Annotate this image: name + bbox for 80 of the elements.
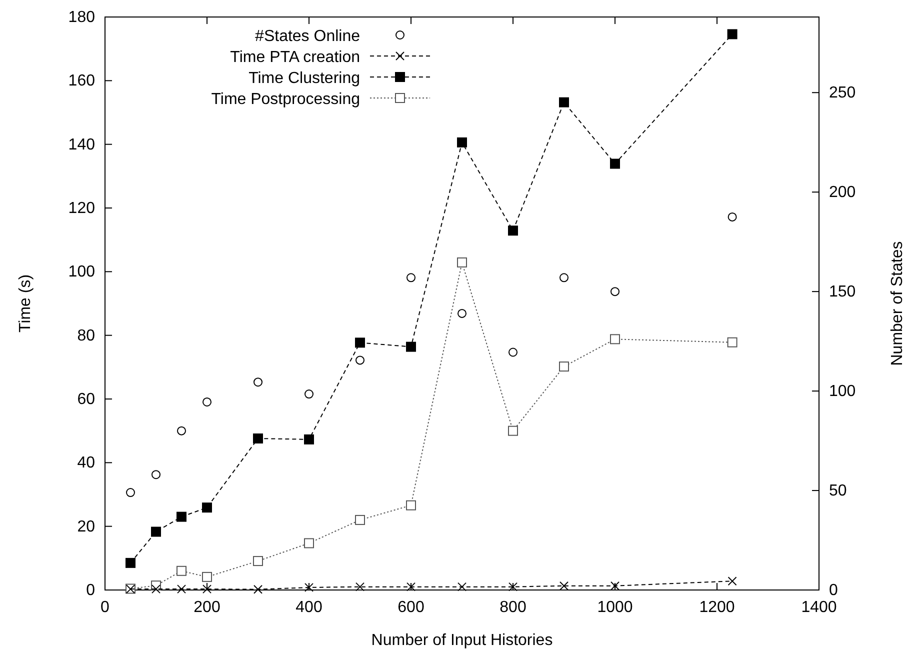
point xyxy=(304,434,314,444)
point xyxy=(406,500,416,510)
y2-tick-label: 50 xyxy=(829,482,847,500)
point xyxy=(457,137,467,148)
point xyxy=(254,378,262,387)
point xyxy=(508,582,518,592)
point xyxy=(727,29,738,40)
y2-tick-label: 0 xyxy=(829,582,838,599)
y-tick-label: 80 xyxy=(77,327,96,344)
point xyxy=(560,581,568,590)
point xyxy=(304,538,314,548)
point xyxy=(126,558,136,568)
point xyxy=(406,342,416,352)
point xyxy=(610,287,620,296)
legend-label: Time Clustering xyxy=(248,70,360,87)
point xyxy=(559,97,569,108)
point xyxy=(253,556,263,566)
y-tick-label: 100 xyxy=(68,264,96,281)
point xyxy=(304,390,314,399)
point xyxy=(559,362,569,372)
point xyxy=(151,526,161,537)
x-tick-label: 600 xyxy=(398,599,424,616)
x-tick-label: 1400 xyxy=(801,599,837,616)
point xyxy=(176,566,186,576)
point xyxy=(508,348,518,357)
x-tick-label: 1000 xyxy=(597,599,633,616)
point xyxy=(728,212,737,222)
point xyxy=(202,397,212,406)
x-tick-label: 200 xyxy=(194,599,220,616)
y-tick-label: 120 xyxy=(68,200,96,217)
y-tick-label: 140 xyxy=(68,136,96,154)
y2-tick-label: 100 xyxy=(829,383,856,400)
point xyxy=(728,576,737,586)
y-axis-title: Time (s) xyxy=(17,274,34,333)
y-tick-label: 180 xyxy=(68,9,96,26)
point xyxy=(508,226,518,236)
x-tick-label: 1200 xyxy=(699,599,735,616)
point xyxy=(355,514,365,525)
y-tick-label: 0 xyxy=(86,582,96,599)
legend-label: Time PTA creation xyxy=(230,49,360,66)
point xyxy=(406,273,416,282)
legend-label: #States Online xyxy=(255,28,360,45)
point xyxy=(356,582,364,592)
point xyxy=(508,426,518,436)
point xyxy=(152,584,160,594)
point xyxy=(610,158,620,169)
point xyxy=(610,334,620,344)
legend-label: Time Postprocessing xyxy=(211,91,360,108)
y2-tick-label: 250 xyxy=(829,84,856,102)
point xyxy=(406,582,416,592)
point xyxy=(304,582,314,592)
point xyxy=(202,572,212,582)
y-tick-label: 40 xyxy=(77,454,96,472)
point xyxy=(202,584,212,594)
y-tick-label: 160 xyxy=(68,72,96,90)
x-tick-label: 0 xyxy=(100,599,110,616)
point xyxy=(458,582,466,592)
y2-axis-title: Number of States xyxy=(889,241,906,366)
point xyxy=(356,356,364,365)
point xyxy=(126,488,135,498)
y-tick-label: 60 xyxy=(77,391,96,408)
point xyxy=(253,433,263,444)
x-tick-label: 800 xyxy=(500,599,526,616)
point xyxy=(458,308,466,318)
point xyxy=(177,426,186,436)
point xyxy=(457,257,467,268)
point xyxy=(560,273,568,282)
x-tick-label: 400 xyxy=(296,599,322,616)
point xyxy=(177,584,186,594)
point xyxy=(152,470,160,480)
y2-tick-label: 200 xyxy=(829,184,856,202)
y2-tick-label: 150 xyxy=(829,284,856,301)
point xyxy=(355,338,365,348)
y-tick-label: 20 xyxy=(77,518,96,536)
point xyxy=(727,337,738,348)
point xyxy=(176,512,186,522)
point xyxy=(610,581,620,590)
point xyxy=(202,502,212,513)
x-axis-title: Number of Input Histories xyxy=(371,632,553,649)
point xyxy=(254,584,262,594)
